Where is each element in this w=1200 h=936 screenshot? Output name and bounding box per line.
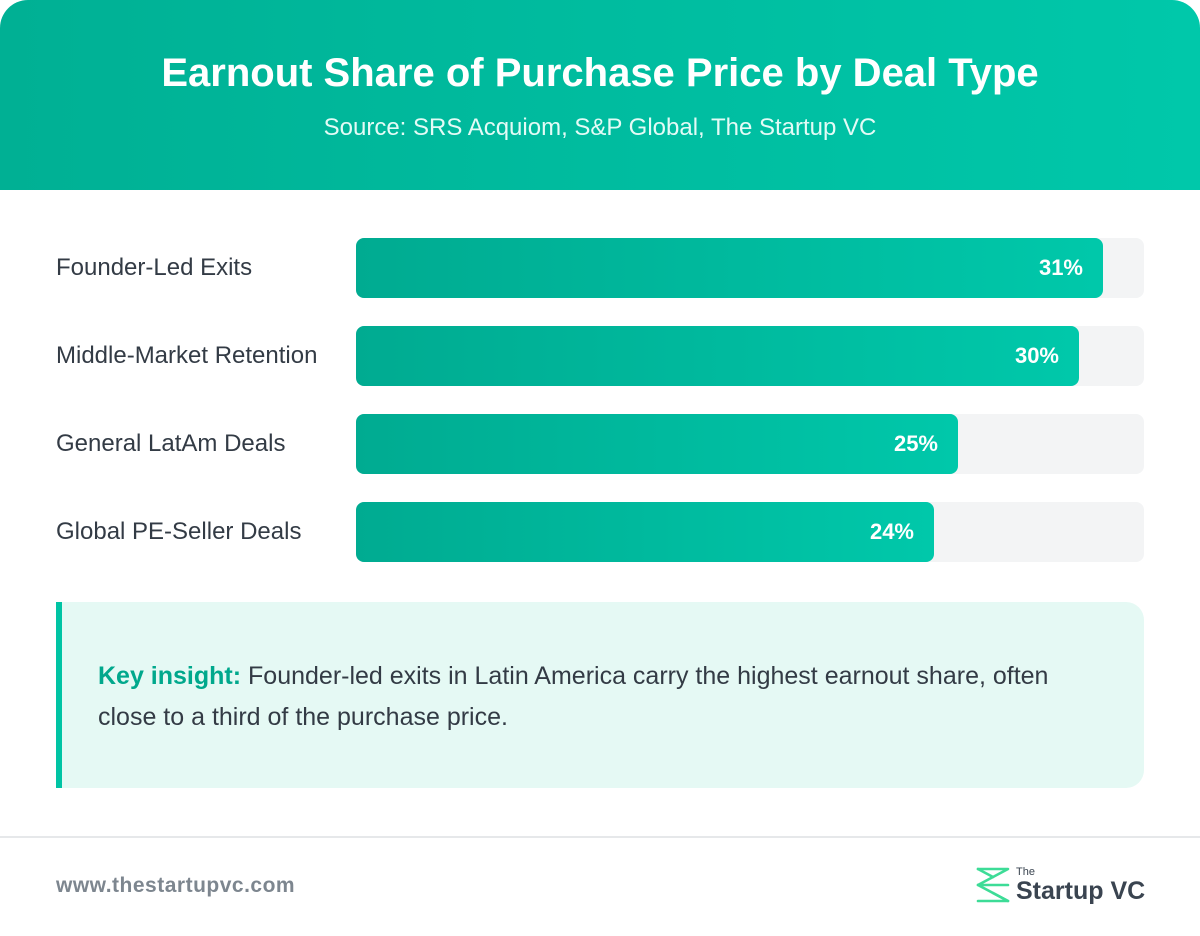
bar-track: 25% <box>356 414 1144 474</box>
logo-main-text: Startup VC <box>1016 877 1146 905</box>
bar-row: Global PE-Seller Deals 24% <box>56 502 1144 562</box>
bar-row: General LatAm Deals 25% <box>56 414 1144 474</box>
bar-track: 30% <box>356 326 1144 386</box>
chart-title: Earnout Share of Purchase Price by Deal … <box>161 51 1039 95</box>
bar-category-label: Global PE-Seller Deals <box>56 518 302 545</box>
footer-url[interactable]: www.thestartupvc.com <box>56 874 296 897</box>
bar-value-label: 31% <box>1038 255 1083 280</box>
chart-subtitle: Source: SRS Acquiom, S&P Global, The Sta… <box>323 114 877 141</box>
bar: 31% <box>356 238 1103 298</box>
bar: 30% <box>356 326 1079 386</box>
bar-category-label: General LatAm Deals <box>56 430 286 457</box>
bar-value-label: 30% <box>1014 343 1059 368</box>
logo-small-text: The <box>1016 866 1035 878</box>
bar-value-label: 25% <box>893 431 938 456</box>
key-insight-body: Founder-led exits in Latin America carry… <box>98 662 1049 731</box>
bar-category-label: Middle-Market Retention <box>56 342 318 369</box>
key-insight-box: Key insight: Founder-led exits in Latin … <box>56 602 1144 788</box>
bar-category-label: Founder-Led Exits <box>56 254 253 281</box>
key-insight-label: Key insight: <box>98 662 242 690</box>
bar: 25% <box>356 414 958 474</box>
bar-value-label: 24% <box>869 519 914 544</box>
bar: 24% <box>356 502 934 562</box>
footer: www.thestartupvc.com The Startup VC <box>0 836 1200 936</box>
bar-chart: Founder-Led Exits 31% Middle-Market Retent… <box>56 238 1144 562</box>
key-insight-text: Key insight: Founder-led exits in Latin … <box>98 656 1108 738</box>
header-banner: Earnout Share of Purchase Price by Deal … <box>0 0 1200 190</box>
bar-track: 31% <box>356 238 1144 298</box>
bar-row: Founder-Led Exits 31% <box>56 238 1144 298</box>
startup-vc-logo-icon <box>976 867 1010 903</box>
bar-track: 24% <box>356 502 1144 562</box>
startup-vc-logo: The Startup VC <box>976 866 1146 910</box>
bar-row: Middle-Market Retention 30% <box>56 326 1144 386</box>
